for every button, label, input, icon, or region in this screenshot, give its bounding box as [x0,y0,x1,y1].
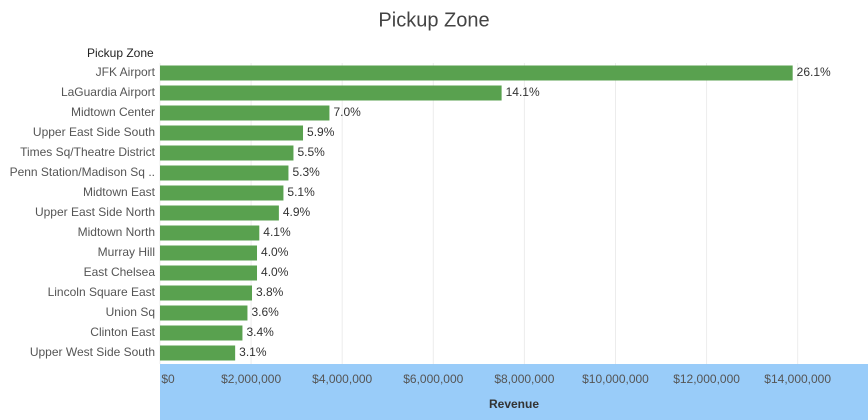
value-label: 3.6% [251,305,279,319]
value-label: 5.1% [287,185,315,199]
x-tick-label: $6,000,000 [403,372,463,386]
bar [160,205,279,221]
value-label: 4.1% [263,225,291,239]
bar [160,185,284,201]
bar [160,65,793,81]
y-tick-label: Penn Station/Madison Sq .. [10,165,155,179]
x-tick-label: $4,000,000 [312,372,372,386]
y-tick-label: Union Sq [106,305,155,319]
y-tick-label: Clinton East [90,325,155,339]
x-tick-label: $10,000,000 [582,372,649,386]
x-tick-label: $12,000,000 [673,372,740,386]
x-tick-label: $8,000,000 [494,372,554,386]
bar [160,265,258,281]
bar [160,285,253,301]
y-tick-label: Midtown Center [71,105,155,119]
y-tick-label: Midtown North [78,225,155,239]
value-label: 5.9% [307,125,335,139]
y-tick-label: Times Sq/Theatre District [20,145,156,159]
x-tick-label: $14,000,000 [764,372,831,386]
value-label: 5.5% [297,145,325,159]
bar [160,225,260,241]
bar [160,305,248,321]
chart-title: Pickup Zone [378,9,489,31]
bar [160,145,294,161]
value-label: 4.0% [261,265,289,279]
y-tick-label: Lincoln Square East [48,285,156,299]
bar [160,105,330,121]
value-label: 3.1% [239,345,267,359]
bar [160,85,502,101]
bar [160,125,304,141]
y-axis-title: Pickup Zone [87,46,154,60]
y-tick-label: Midtown East [83,185,156,199]
bar [160,245,258,261]
y-tick-label: East Chelsea [84,265,156,279]
x-tick-label: $2,000,000 [221,372,281,386]
value-label: 4.0% [261,245,289,259]
value-label: 7.0% [333,105,361,119]
y-tick-label: Murray Hill [98,245,155,259]
axis-highlight [160,364,868,420]
x-tick-label: $0 [161,372,175,386]
x-axis-title: Revenue [489,397,539,411]
value-label: 26.1% [797,65,831,79]
bar [160,345,236,361]
y-tick-label: Upper East Side North [35,205,155,219]
value-label: 5.3% [292,165,320,179]
bar [160,325,243,341]
y-tick-label: LaGuardia Airport [61,85,156,99]
value-label: 4.9% [283,205,311,219]
value-label: 14.1% [506,85,540,99]
y-tick-label: Upper East Side South [33,125,155,139]
value-label: 3.4% [246,325,274,339]
y-tick-label: Upper West Side South [30,345,155,359]
value-label: 3.8% [256,285,284,299]
bar [160,165,289,181]
y-tick-label: JFK Airport [96,65,156,79]
